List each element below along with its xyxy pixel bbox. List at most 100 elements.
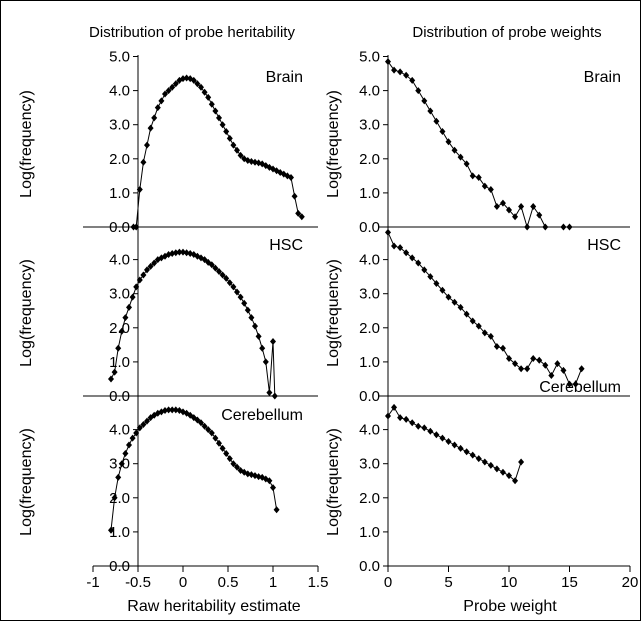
weights-cerebellum-point <box>499 468 506 476</box>
axis-lines <box>83 55 631 572</box>
heritability-brain-point <box>252 158 258 166</box>
heritability-brain-point <box>230 141 237 149</box>
heritability-brain-y-ticks: 0.01.02.03.04.05.0 <box>109 49 138 236</box>
heritability-hsc-point <box>259 344 266 352</box>
weights-brain-y-tick-label: 2.0 <box>359 151 380 168</box>
weights-x-axis-label: Probe weight <box>463 598 557 615</box>
heritability-cerebellum-point <box>273 506 280 514</box>
weights-hsc-point <box>475 322 482 330</box>
weights-cerebellum-point <box>518 458 525 466</box>
weights-x-tick-label: 15 <box>561 574 578 591</box>
weights-x-tick-label: 10 <box>501 574 518 591</box>
heritability-brain-point <box>154 104 161 112</box>
weights-cerebellum-y-ticks: 0.0 1.0 2.0 3.0 4.0 <box>359 422 388 575</box>
weights-x-tick-label: 20 <box>622 574 639 591</box>
heritability-brain-point <box>212 107 219 115</box>
weights-cerebellum-y-tick-label: 4.0 <box>359 422 380 439</box>
heritability-hsc-point <box>266 389 273 397</box>
heritability-hsc-point <box>262 358 269 366</box>
weights-hsc-point <box>463 310 470 318</box>
weights-hsc-point <box>554 360 561 368</box>
weights-cerebellum-point <box>487 461 494 469</box>
heritability-hsc-point <box>129 293 136 301</box>
weights-brain-point <box>421 97 428 105</box>
weights-hsc-point <box>572 380 579 388</box>
heritability-cerebellum-point <box>115 473 122 481</box>
weights-hsc-point <box>451 298 458 306</box>
weights-brain-y-tick-label: 5.0 <box>359 49 380 66</box>
weights-brain-point <box>445 138 452 146</box>
weights-hsc-point <box>542 361 549 369</box>
heritability-brain-point <box>140 158 147 166</box>
heritability-x-tick-label: 1.5 <box>308 574 329 591</box>
weights-brain-point <box>439 128 446 136</box>
weights-hsc-point <box>397 244 404 252</box>
weights-brain-point <box>427 107 434 115</box>
heritability-brain-point <box>198 83 204 91</box>
heritability-hsc-point <box>126 303 132 311</box>
weights-hsc-point <box>566 380 573 388</box>
heritability-cerebellum-point <box>255 473 262 481</box>
heritability-hsc-point <box>176 248 183 256</box>
heritability-brain-y-tick-label: 3.0 <box>109 117 130 134</box>
weights-hsc-point <box>512 360 519 368</box>
heritability-cerebellum-point <box>162 407 168 415</box>
heritability-brain-point <box>208 100 215 108</box>
heritability-hsc-point <box>144 266 150 274</box>
heritability-hsc-point <box>158 254 165 262</box>
weights-cerebellum-y-tick-label: 2.0 <box>359 490 380 507</box>
heritability-brain-point <box>165 87 172 95</box>
weights-cerebellum-point <box>451 441 458 449</box>
heritability-hsc-point <box>169 249 176 257</box>
heritability-brain-point <box>172 80 179 88</box>
heritability-panel-hsc: Log(frequency) HSC 0.01.02.03.04.0 <box>18 237 303 405</box>
weights-brain-point <box>518 203 525 211</box>
weights-cerebellum-point <box>457 444 464 452</box>
heritability-hsc-point <box>223 274 230 282</box>
heritability-cerebellum-point <box>172 406 179 414</box>
heritability-x-tick-label: 0 <box>179 574 187 591</box>
weights-brain-point <box>469 172 476 180</box>
weights-cerebellum-point <box>403 415 410 423</box>
weights-brain-point <box>409 76 416 84</box>
heritability-cerebellum-point <box>169 406 176 414</box>
heritability-cerebellum-panel-label: Cerebellum <box>221 407 303 424</box>
heritability-cerebellum-point <box>244 470 251 478</box>
weights-hsc-point <box>506 354 512 362</box>
weights-hsc-point <box>481 329 488 337</box>
weights-hsc-point <box>524 365 531 373</box>
heritability-brain-panel-label: Brain <box>266 69 303 86</box>
weights-hsc-y-tick-label: 0.0 <box>359 388 380 405</box>
heritability-hsc-point <box>234 288 240 296</box>
weights-panel-hsc: Log(frequency) HSC 0.0 1.0 2.0 3.0 4.0 <box>325 228 621 405</box>
heritability-cerebellum-y-axis-label: Log(frequency) <box>18 428 35 536</box>
heritability-hsc-point <box>244 306 251 314</box>
heritability-hsc-point <box>237 293 244 301</box>
heritability-hsc-point <box>122 314 129 322</box>
heritability-x-tick-label: -0.5 <box>125 574 151 591</box>
heritability-hsc-point <box>216 268 222 276</box>
heritability-cerebellum-point <box>129 434 136 442</box>
weights-hsc-point <box>391 242 398 250</box>
heritability-brain-point <box>180 75 186 83</box>
weights-cerebellum-point <box>481 458 488 466</box>
weights-cerebellum-point <box>512 477 519 485</box>
weights-hsc-point <box>560 366 567 374</box>
weights-brain-y-axis-label: Log(frequency) <box>325 90 342 198</box>
heritability-cerebellum-point <box>165 406 172 414</box>
heritability-x-tick-label: -1 <box>86 574 99 591</box>
weights-hsc-y-tick-label: 2.0 <box>359 320 380 337</box>
weights-brain-point <box>403 71 410 79</box>
heritability-cerebellum-point <box>118 460 125 468</box>
heritability-hsc-point <box>241 299 248 307</box>
heritability-hsc-point <box>252 322 258 330</box>
heritability-cerebellum-point <box>266 477 273 485</box>
weights-hsc-point <box>445 293 452 301</box>
weights-panel-brain: Log(frequency) Brain 0.0 1.0 2.0 3.0 4.0 5.0 <box>325 49 621 237</box>
heritability-hsc-point <box>226 279 233 287</box>
weights-brain-point <box>391 66 398 74</box>
weights-cerebellum-y-tick-label: 0.0 <box>359 558 380 575</box>
heritability-brain-point <box>158 97 165 105</box>
heritability-cerebellum-point <box>140 420 147 428</box>
heritability-brain-point <box>223 128 230 136</box>
